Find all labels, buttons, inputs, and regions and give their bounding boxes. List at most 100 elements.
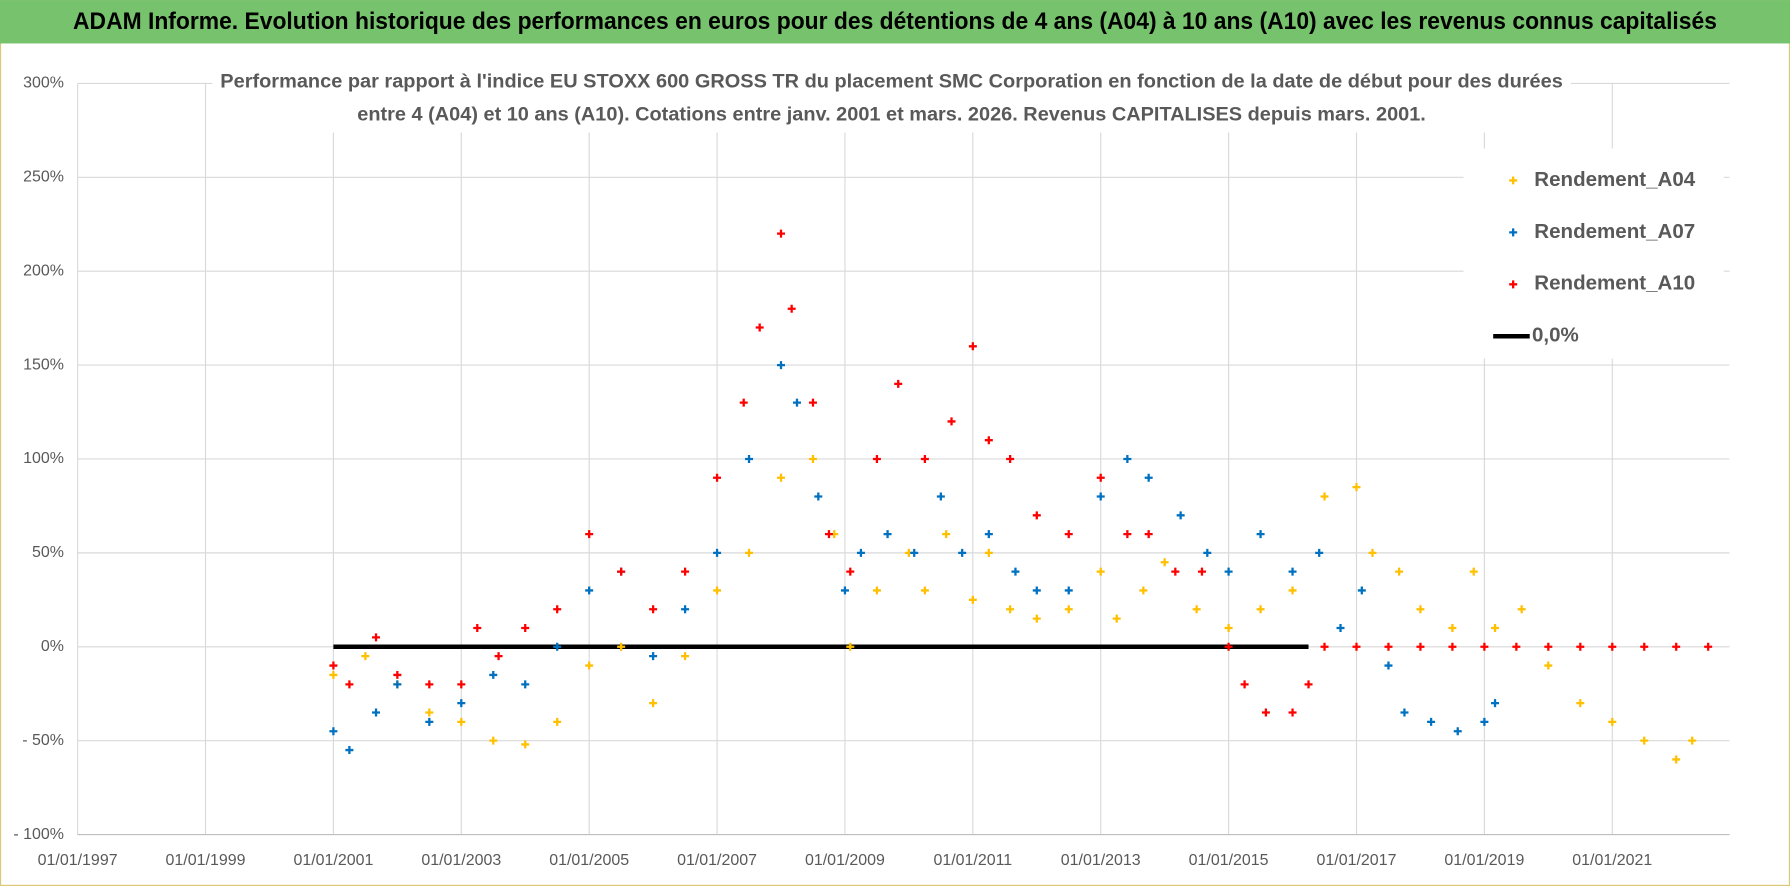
point <box>1032 511 1041 520</box>
point <box>1256 530 1265 539</box>
point <box>792 398 801 407</box>
point <box>345 680 354 689</box>
point <box>1469 567 1478 576</box>
y-tick-label: 200% <box>23 262 64 279</box>
point <box>1032 586 1041 595</box>
x-tick-label: 01/01/2003 <box>421 852 501 869</box>
subtitle-line: Performance par rapport à l'indice EU ST… <box>220 70 1562 92</box>
point <box>984 530 993 539</box>
x-tick-label: 01/01/2021 <box>1572 852 1652 869</box>
point <box>894 379 903 388</box>
legend-swatch <box>1509 176 1518 185</box>
point <box>457 717 466 726</box>
point <box>920 586 929 595</box>
point <box>329 727 338 736</box>
point <box>494 652 503 661</box>
point <box>329 661 338 670</box>
legend-swatch <box>1509 280 1518 289</box>
point <box>1384 642 1393 651</box>
point <box>1491 623 1500 632</box>
y-tick-label: 150% <box>23 356 64 373</box>
subtitle-bg <box>212 66 1571 133</box>
legend-label: Rendement_A10 <box>1534 272 1695 295</box>
point <box>585 586 594 595</box>
point <box>1368 548 1377 557</box>
point <box>361 652 370 661</box>
point <box>1608 642 1617 651</box>
legend: Rendement_A04 Rendement_A07 Rendement_A10 0… <box>1463 148 1724 359</box>
point <box>425 680 434 689</box>
point <box>1416 642 1425 651</box>
point <box>1192 605 1201 614</box>
point <box>856 548 865 557</box>
point <box>1427 717 1436 726</box>
point <box>1480 717 1489 726</box>
point <box>1144 530 1153 539</box>
point <box>1544 661 1553 670</box>
point <box>681 567 690 576</box>
point <box>910 548 919 557</box>
point <box>713 473 722 482</box>
point <box>585 661 594 670</box>
point <box>1096 473 1105 482</box>
point <box>1288 708 1297 717</box>
point <box>1576 699 1585 708</box>
point <box>1448 642 1457 651</box>
y-tick-label: 0% <box>41 638 64 655</box>
point <box>1006 605 1015 614</box>
point <box>1096 492 1105 501</box>
point <box>713 548 722 557</box>
point <box>1608 717 1617 726</box>
point <box>1224 567 1233 576</box>
point <box>1352 642 1361 651</box>
point <box>1144 473 1153 482</box>
point <box>1123 530 1132 539</box>
point <box>1352 483 1361 492</box>
point <box>968 595 977 604</box>
y-tick-label: 50% <box>32 544 64 561</box>
x-tick-label: 01/01/2011 <box>933 852 1012 869</box>
point <box>755 323 764 332</box>
point <box>787 304 796 313</box>
point <box>947 417 956 426</box>
point <box>1139 586 1148 595</box>
point <box>617 642 626 651</box>
point <box>1400 708 1409 717</box>
point <box>1320 642 1329 651</box>
x-tick-label: 01/01/1997 <box>38 852 118 869</box>
point <box>745 454 754 463</box>
point <box>1224 642 1233 651</box>
point <box>1261 708 1270 717</box>
point <box>681 605 690 614</box>
point <box>958 548 967 557</box>
point <box>521 680 530 689</box>
point <box>1704 642 1713 651</box>
point <box>1672 755 1681 764</box>
point <box>1064 586 1073 595</box>
point <box>1640 736 1649 745</box>
point <box>1288 567 1297 576</box>
point <box>393 680 402 689</box>
point <box>1416 605 1425 614</box>
point <box>553 717 562 726</box>
point <box>1006 454 1015 463</box>
point <box>1512 642 1521 651</box>
point <box>777 473 785 482</box>
point <box>872 454 881 463</box>
x-tick-label: 01/01/2009 <box>805 852 885 869</box>
point <box>824 530 833 539</box>
point <box>425 717 434 726</box>
point <box>777 361 785 370</box>
point <box>393 670 402 679</box>
point <box>920 454 929 463</box>
point <box>1517 605 1526 614</box>
point <box>1688 736 1697 745</box>
point <box>1491 699 1500 708</box>
point <box>739 398 748 407</box>
point <box>1640 642 1649 651</box>
point <box>1384 661 1393 670</box>
plot <box>329 229 1713 764</box>
point <box>1448 623 1457 632</box>
